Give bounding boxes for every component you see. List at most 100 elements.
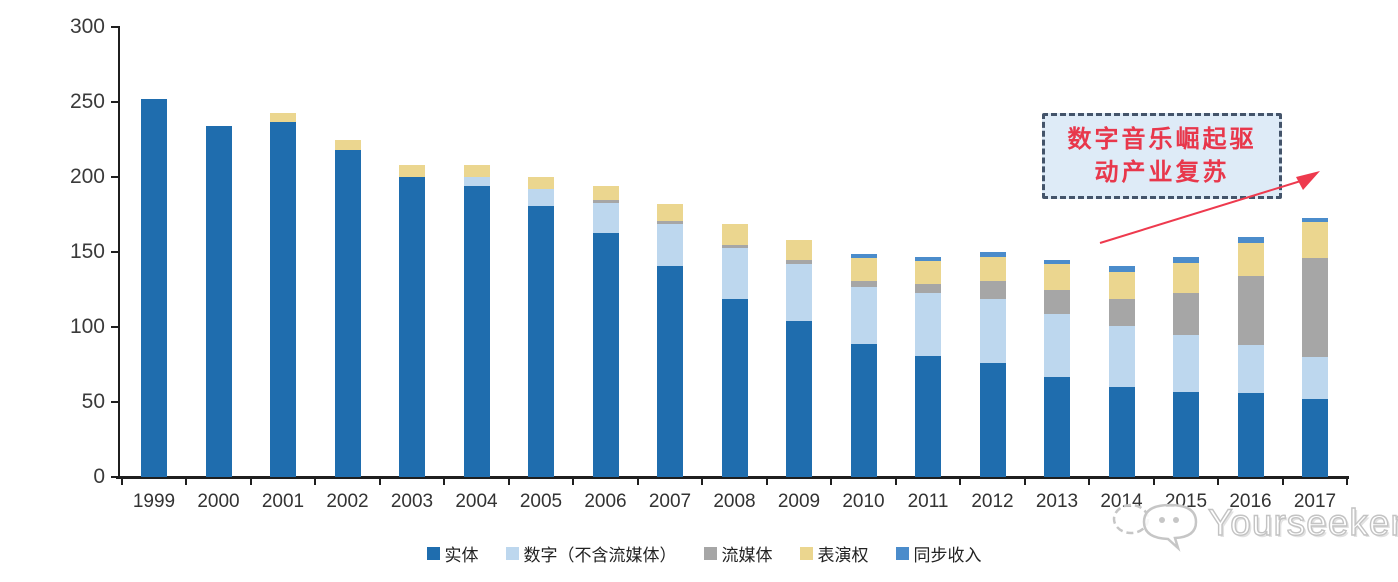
bar-2001: [270, 112, 296, 477]
x-tick-mark: [701, 477, 704, 485]
bar-segment: [1302, 258, 1328, 357]
bar-segment: [915, 261, 941, 284]
bar-2012: [979, 252, 1006, 477]
legend-item: 实体: [426, 541, 479, 566]
bar-segment: [1108, 271, 1135, 299]
bar-segment: [528, 189, 554, 206]
legend-item: 流媒体: [703, 541, 773, 566]
x-tick-label: 2008: [713, 491, 756, 512]
bar-segment: [979, 252, 1006, 257]
bar-segment: [657, 223, 683, 266]
bar-segment: [141, 99, 167, 477]
bar-segment: [1302, 357, 1328, 399]
x-tick-label: 2007: [648, 491, 692, 512]
x-tick-label: 2006: [584, 491, 627, 512]
bar-segment: [915, 292, 941, 356]
y-tick-label: 200: [69, 165, 105, 188]
bar-segment: [1302, 399, 1328, 477]
yourseeker-logo-icon: [1112, 503, 1198, 552]
bar-segment: [850, 343, 877, 477]
bar-segment: [979, 298, 1006, 363]
bar-segment: [592, 202, 619, 233]
x-tick-mark: [1281, 477, 1284, 485]
bar-segment: [1302, 217, 1328, 222]
x-tick-mark: [636, 477, 639, 485]
bar-segment: [528, 177, 554, 189]
y-tick-mark: [111, 476, 118, 478]
y-tick-mark: [111, 401, 118, 403]
x-tick-mark: [1152, 477, 1155, 485]
bar-segment: [1237, 345, 1264, 393]
annotation-text-line1: 数字音乐崛起驱: [1067, 126, 1257, 153]
bar-segment: [786, 240, 812, 260]
x-tick-mark: [314, 477, 317, 485]
legend-label: 同步收入: [913, 546, 982, 565]
bar-segment: [463, 165, 490, 177]
legend-swatch-icon: [703, 547, 717, 560]
bar-segment: [1108, 265, 1135, 272]
bar-segment: [915, 256, 941, 261]
bar-segment: [270, 112, 296, 122]
bar-segment: [1173, 292, 1199, 335]
x-tick-label: 2005: [519, 491, 563, 512]
bar-segment: [1237, 393, 1264, 477]
watermark-text: Yourseeker: [1207, 501, 1398, 543]
x-tick-label: 2009: [777, 491, 821, 512]
legend-item: 数字（不含流媒体）: [505, 541, 677, 566]
bar-segment: [1237, 276, 1264, 345]
y-tick-mark: [111, 326, 118, 328]
x-tick-mark: [1023, 477, 1026, 485]
bar-2003: [399, 165, 425, 477]
bar-1999: [141, 99, 167, 477]
x-tick-mark: [959, 477, 962, 485]
bar-segment: [979, 256, 1006, 281]
bar-segment: [205, 126, 232, 477]
bar-segment: [1108, 387, 1135, 477]
x-tick-label: 2000: [197, 491, 240, 512]
bar-segment: [1173, 256, 1199, 263]
bar-segment: [528, 205, 554, 477]
bar-segment: [1044, 376, 1070, 477]
legend-item: 表演权: [799, 541, 869, 566]
x-tick-mark: [507, 477, 510, 485]
bar-2002: [334, 139, 361, 477]
legend-label: 流媒体: [721, 546, 773, 565]
bar-segment: [850, 280, 877, 287]
bar-segment: [334, 150, 361, 477]
bar-segment: [979, 280, 1006, 299]
bar-2006: [592, 186, 619, 477]
bar-segment: [463, 186, 490, 477]
x-tick-label: 2010: [842, 491, 885, 512]
y-tick-mark: [111, 251, 118, 253]
y-tick-label: 0: [93, 465, 105, 488]
x-tick-mark: [120, 477, 123, 485]
bar-segment: [1108, 325, 1135, 387]
x-tick-mark: [443, 477, 446, 485]
legend-swatch-icon: [895, 547, 909, 560]
y-axis-line: [118, 26, 120, 478]
bar-2015: [1173, 256, 1199, 477]
bar-segment: [721, 244, 748, 248]
bar-segment: [1044, 313, 1070, 377]
bar-segment: [1173, 262, 1199, 293]
bar-segment: [786, 259, 812, 264]
bar-2008: [721, 223, 748, 477]
legend-item: 同步收入: [895, 541, 982, 566]
y-tick-label: 50: [81, 390, 105, 413]
bar-segment: [657, 204, 683, 221]
bar-segment: [850, 258, 877, 281]
bar-segment: [915, 283, 941, 293]
bar-segment: [786, 321, 812, 477]
bar-segment: [657, 265, 683, 477]
y-tick-label: 250: [69, 90, 105, 113]
x-tick-label: 1999: [132, 491, 176, 512]
legend-swatch-icon: [426, 547, 440, 560]
y-tick-label: 300: [69, 15, 105, 38]
bar-segment: [1108, 298, 1135, 326]
bar-2004: [463, 165, 490, 477]
x-tick-mark: [1217, 477, 1220, 485]
x-axis-line: [116, 476, 1349, 479]
bar-segment: [399, 177, 425, 477]
bar-2010: [850, 253, 877, 477]
